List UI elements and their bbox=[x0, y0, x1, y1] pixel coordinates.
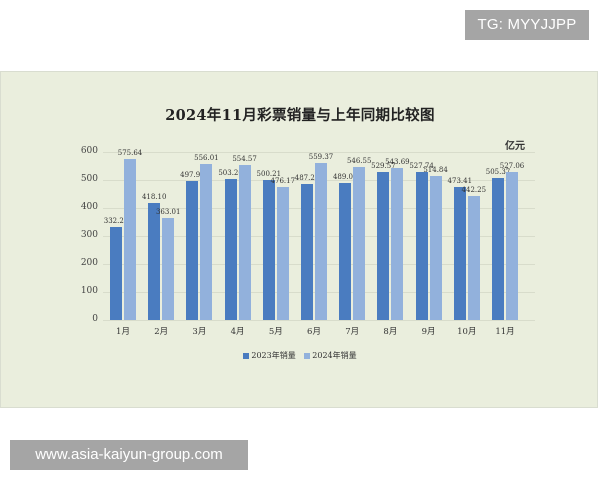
value-label: 363.01 bbox=[155, 208, 181, 217]
value-label: 527.06 bbox=[499, 162, 525, 171]
bar-2024 bbox=[506, 172, 518, 320]
y-tick-label: 600 bbox=[80, 146, 98, 156]
bar-2024 bbox=[238, 164, 251, 320]
value-label: 554.57 bbox=[232, 154, 257, 163]
value-label: 332.23 bbox=[103, 216, 129, 225]
legend-swatch-2024-icon bbox=[304, 352, 311, 359]
value-label: 543.69 bbox=[385, 157, 410, 166]
bar-2024 bbox=[391, 167, 404, 320]
value-label: 546.55 bbox=[346, 156, 372, 165]
bar-2023 bbox=[186, 180, 199, 320]
bar-2023 bbox=[148, 202, 161, 320]
bar-2023 bbox=[110, 226, 122, 320]
unit-label: 亿元 bbox=[505, 141, 525, 152]
x-tick-label: 11月 bbox=[495, 327, 515, 337]
x-tick-label: 1月 bbox=[116, 327, 130, 337]
watermark-url: www.asia-kaiyun-group.com bbox=[10, 440, 248, 470]
bar-2023 bbox=[377, 171, 390, 320]
x-tick-label: 3月 bbox=[192, 327, 207, 337]
value-label: 559.37 bbox=[308, 153, 334, 162]
value-label: 473.41 bbox=[447, 177, 473, 186]
legend-label-2024: 2024年销量 bbox=[312, 351, 357, 360]
bar-2024 bbox=[315, 163, 327, 320]
bar-2024 bbox=[276, 186, 289, 320]
x-tick-label: 6月 bbox=[307, 327, 321, 337]
x-tick-label: 10月 bbox=[457, 327, 477, 337]
y-tick-label: 100 bbox=[80, 286, 98, 296]
x-tick-label: 7月 bbox=[345, 327, 360, 337]
bar-2023 bbox=[492, 178, 504, 320]
x-tick-label: 5月 bbox=[268, 327, 283, 337]
x-tick-label: 4月 bbox=[230, 327, 245, 337]
y-tick-label: 500 bbox=[80, 174, 98, 184]
value-label: 529.57 bbox=[371, 161, 396, 170]
bar-2023 bbox=[262, 179, 275, 320]
chart-legend: 2023年销量 2024年销量 bbox=[0, 350, 600, 361]
bar-2024 bbox=[467, 196, 480, 320]
value-label: 476.17 bbox=[270, 176, 296, 185]
value-label: 556.01 bbox=[194, 154, 219, 163]
value-label: 527.74 bbox=[409, 162, 434, 171]
value-label: 503.26 bbox=[218, 169, 243, 178]
x-tick-label: 8月 bbox=[383, 327, 398, 337]
value-label: 514.84 bbox=[423, 165, 448, 174]
value-label: 497.92 bbox=[180, 170, 205, 179]
y-tick-label: 300 bbox=[80, 230, 98, 240]
legend-item-2023: 2023年销量 bbox=[243, 350, 296, 361]
bar-2023 bbox=[224, 179, 237, 320]
bar-2023 bbox=[339, 183, 352, 320]
bar-2024 bbox=[200, 164, 213, 320]
watermark-telegram: TG: MYYJJPP bbox=[465, 10, 589, 40]
x-tick-label: 2月 bbox=[154, 327, 169, 337]
gridline bbox=[103, 152, 535, 153]
value-label: 500.21 bbox=[256, 169, 282, 178]
y-tick-label: 400 bbox=[80, 202, 98, 212]
bar-2023 bbox=[301, 183, 313, 320]
legend-label-2023: 2023年销量 bbox=[251, 351, 296, 360]
value-label: 418.10 bbox=[141, 192, 167, 201]
value-label: 505.37 bbox=[485, 168, 511, 177]
bar-2024 bbox=[162, 218, 175, 320]
gridline bbox=[103, 320, 535, 321]
value-label: 575.64 bbox=[117, 148, 143, 157]
legend-swatch-2023-icon bbox=[243, 352, 250, 359]
chart-title: 2024年11月彩票销量与上年同期比较图 bbox=[165, 107, 435, 124]
bar-2024 bbox=[429, 175, 442, 320]
bar-2023 bbox=[453, 187, 466, 320]
value-label: 487.28 bbox=[294, 173, 320, 182]
y-tick-label: 200 bbox=[80, 258, 98, 268]
bar-2024 bbox=[124, 158, 136, 320]
value-label: 442.25 bbox=[461, 186, 487, 195]
value-label: 489.06 bbox=[332, 173, 358, 182]
x-tick-label: 9月 bbox=[421, 327, 436, 337]
legend-item-2024: 2024年销量 bbox=[304, 350, 357, 361]
y-tick-label: 0 bbox=[92, 314, 98, 324]
bar-2023 bbox=[415, 172, 428, 320]
bar-2024 bbox=[353, 166, 366, 320]
